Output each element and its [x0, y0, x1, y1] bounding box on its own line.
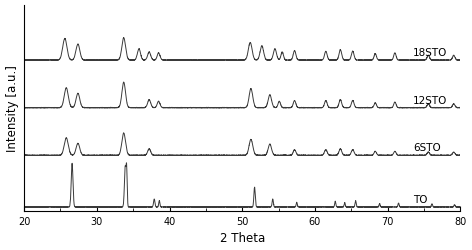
Text: 18STO: 18STO — [413, 48, 447, 58]
Y-axis label: Intensity [a.u.]: Intensity [a.u.] — [6, 65, 18, 152]
Text: TO: TO — [413, 194, 428, 204]
Text: 6STO: 6STO — [413, 143, 441, 153]
Text: 12STO: 12STO — [413, 95, 447, 105]
X-axis label: 2 Theta: 2 Theta — [219, 232, 265, 244]
